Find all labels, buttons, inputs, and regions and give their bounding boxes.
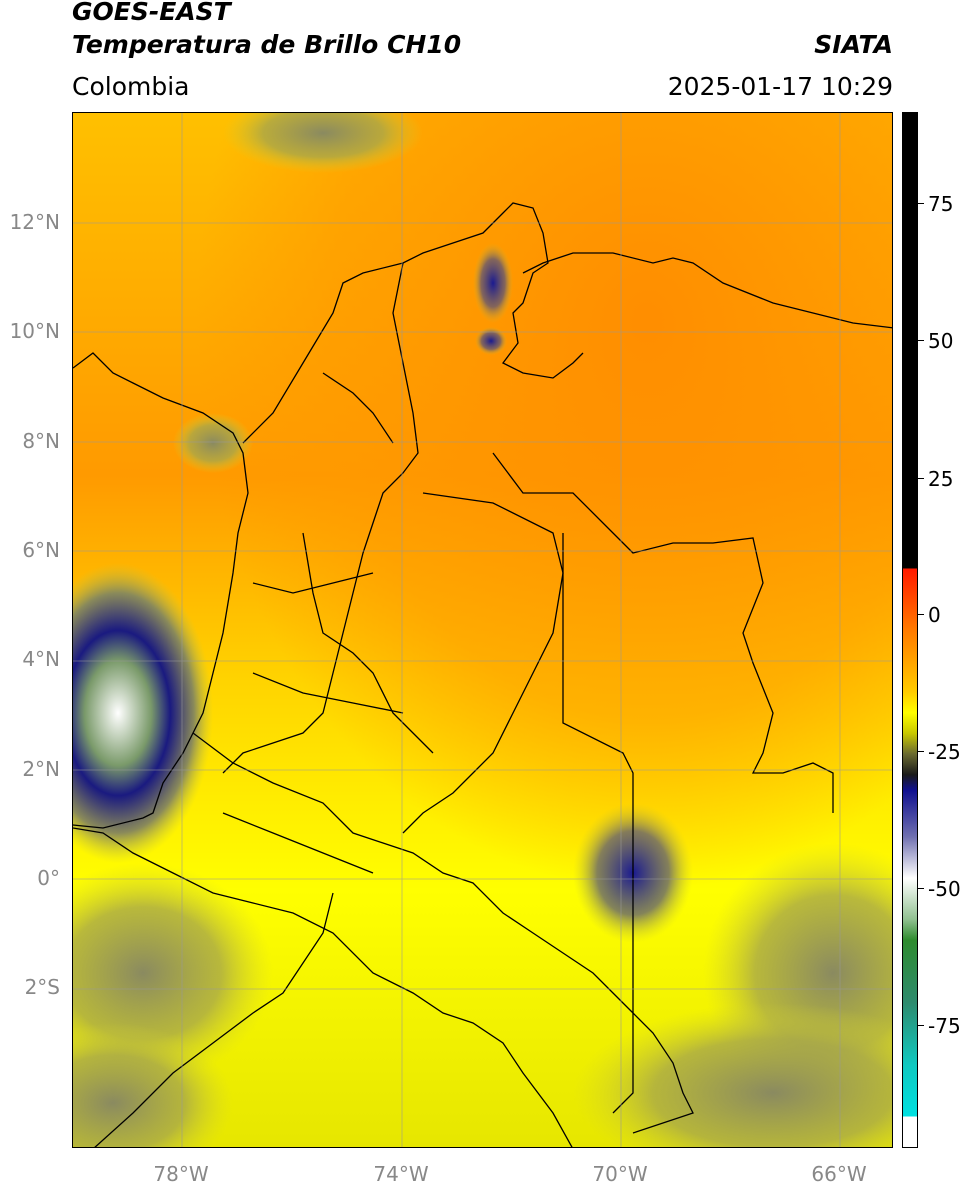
temperature-colorbar	[902, 112, 918, 1148]
colorbar-label-minus50: -50	[928, 877, 961, 901]
lat-label-0: 0°	[37, 866, 60, 890]
datetime-label: 2025-01-17 10:29	[667, 72, 893, 101]
region-label: Colombia	[72, 72, 190, 101]
lat-label-12n: 12°N	[9, 210, 60, 234]
lon-label-70w: 70°W	[592, 1162, 648, 1186]
satellite-map[interactable]	[72, 112, 893, 1148]
lat-label-4n: 4°N	[22, 647, 60, 671]
colorbar-label-75: 75	[928, 192, 954, 216]
graticule	[73, 113, 892, 1147]
lat-label-10n: 10°N	[9, 319, 60, 343]
lon-label-66w: 66°W	[811, 1162, 867, 1186]
colorbar-label-0: 0	[928, 603, 941, 627]
colorbar-label-50: 50	[928, 329, 954, 353]
colorbar-label-25: 25	[928, 467, 954, 491]
lat-label-8n: 8°N	[22, 429, 60, 453]
lat-label-2s: 2°S	[24, 975, 60, 999]
title-satellite: GOES-EAST	[72, 0, 231, 26]
lat-label-2n: 2°N	[22, 757, 60, 781]
map-canvas	[73, 113, 892, 1147]
lon-label-78w: 78°W	[153, 1162, 209, 1186]
brand-label: SIATA	[814, 30, 893, 59]
colorbar-label-minus25: -25	[928, 740, 961, 764]
colorbar-label-minus75: -75	[928, 1014, 961, 1038]
lat-label-6n: 6°N	[22, 538, 60, 562]
title-product: Temperatura de Brillo CH10	[72, 30, 462, 59]
lon-label-74w: 74°W	[373, 1162, 429, 1186]
